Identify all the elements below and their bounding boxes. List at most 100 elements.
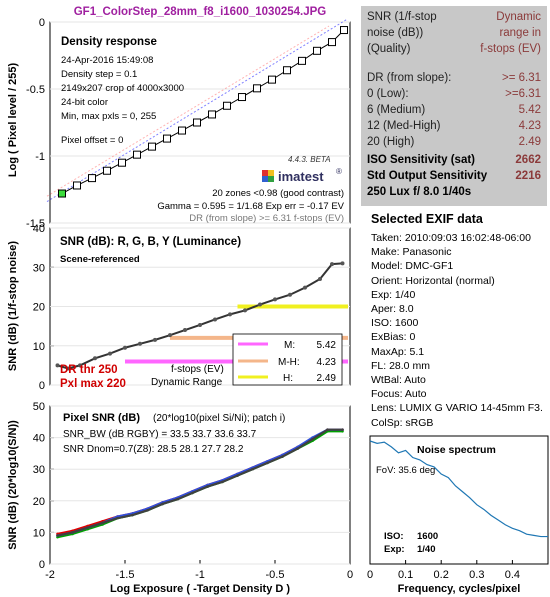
snr-ytick-label: 0 [39,380,45,392]
noise-title: Noise spectrum [417,444,496,456]
density-point [88,174,96,183]
pixel-snr-point-Y [131,513,134,517]
pxl-max-label: Pxl max 220 [60,378,126,390]
dynamic-range-summary: SNR (1/f-stop Dynamic noise (dB)) range … [361,6,547,206]
density-point [208,110,216,119]
pixel-snr-xtick-label: -1 [195,569,205,581]
snr-title: SNR (dB): R, G, B, Y (Luminance) [60,236,241,248]
snr-point [108,351,112,356]
pixel-snr-point-Y [236,474,239,477]
snr-point [303,285,307,290]
dr-thr-label: DR thr 250 [60,364,118,376]
file-title: GF1_ColorStep_28mm_f8_i1600_1030254.JPG [74,6,327,18]
density-point [253,84,261,93]
density-point [268,75,276,84]
legend-title-2: Dynamic Range [151,377,223,388]
pixel-snr-point-Y [146,508,149,512]
pixel-snr-yticks: 50 40 30 20 10 0 [33,401,54,571]
snr-ytick-label: 40 [33,223,45,235]
pixel-snr-point-Y [56,534,59,537]
snr-point [138,341,142,346]
snr-point [78,363,82,368]
exif-line: Exp: 1/40 [371,288,416,301]
pixel-snr-line-2: SNR Dnom=0.7(Z8): 28.5 28.1 27.7 28.2 [63,444,244,455]
exif-line: WtBal: Auto [371,374,426,386]
density-info-5: Min, max pxls = 0, 255 [61,111,156,122]
snr-ylabel: SNR (dB) (1/f-stop noise) [7,241,19,371]
header-right-3: f-stops (EV) [480,43,541,55]
noise-xtick-label: 0.1 [398,569,413,581]
density-ytick-label: -0.5 [26,84,45,96]
snr-ytick-label: 30 [33,262,45,274]
snr-point [228,312,232,317]
exif-line: FL: 28.0 mm [371,359,430,372]
dr-medhigh-value: 4.23 [518,120,541,132]
pixel-snr-point-Y [281,455,284,458]
logo-text: imatest [278,169,324,184]
pixel-snr-point-Y [221,480,224,484]
pixel-snr-point-Y [161,502,164,506]
snr-point [318,277,322,282]
snr-ytick-label: 10 [33,341,45,353]
noise-iso-value: 1600 [417,531,438,542]
density-ytick-label: 0 [39,17,45,29]
pixel-snr-point-Y [266,461,269,465]
exposure-label: 250 Lux f/ 8.0 1/40s [367,186,472,198]
density-panel: Log ( Pixel level / 255) 0 -0.5 -1 -1.5 Den… [7,17,351,230]
noise-exp-label: Exp: [384,544,405,555]
density-note-1: 20 zones <0.98 (good contrast) [212,188,344,199]
dr-high-label: 20 (High) [367,136,415,148]
pixel-snr-point-Y [341,428,344,432]
snr-point [198,322,202,327]
density-title: Density response [61,36,157,48]
density-point [58,189,66,198]
snr-point [330,262,334,267]
pixel-snr-point-Y [191,491,194,495]
noise-spectrum-panel: 0 0.1 0.2 0.3 0.4 Noise spectrum FoV: 35.6 d… [367,435,549,595]
density-grid [50,21,350,224]
iso-sat-value: 2662 [515,154,541,166]
dr-low-label: 0 (Low): [367,88,409,100]
dr-medium-value: 5.42 [518,104,541,116]
dr-slope-value: >= 6.31 [501,72,541,84]
density-marks [46,18,348,202]
snr-point [258,302,262,307]
pixel-snr-point-Y [311,437,314,441]
noise-fov: FoV: 35.6 deg [376,465,435,476]
noise-iso-label: ISO: [384,531,404,542]
snr-point [183,328,187,333]
exif-line: ISO: 1600 [371,317,419,330]
density-info-6: Pixel offset = 0 [61,135,123,146]
pixel-snr-ytick-label: 0 [39,559,45,571]
density-note-3: DR (from slope) >= 6.31 f-stops (EV) [189,213,344,224]
snr-point [66,366,70,371]
pixel-snr-point-Y [296,447,299,450]
snr-point [340,261,345,266]
density-point [133,150,141,159]
pixel-snr-point-Y [251,467,254,471]
density-point [298,56,306,65]
pixel-snr-marks [56,428,344,539]
noise-xtick-label: 0.2 [434,569,449,581]
header-right-1: Dynamic [496,11,541,23]
dr-medhigh-label: 12 (Med-High) [367,120,441,132]
pixel-snr-ytick-label: 50 [33,401,45,413]
snr-ytick-label: 20 [33,302,45,314]
density-ylabel: Log ( Pixel level / 255) [7,63,19,178]
exif-line: Model: DMC-GF1 [371,260,454,273]
density-point [223,101,231,110]
pixel-snr-xtick-label: -1.5 [116,569,135,581]
density-info-1: 24-Apr-2016 15:49:08 [61,55,153,66]
snr-point [288,292,292,297]
density-point [103,166,111,175]
snr-point [153,337,157,342]
imatest-logo: 4.4.3. BETA imatest ® [262,155,342,184]
snr-point [213,317,217,322]
pixel-snr-ytick-label: 10 [33,527,45,539]
snr-point [243,308,247,313]
pixel-snr-xtick-label: -0.5 [266,569,285,581]
pixel-snr-point-Y [206,485,209,488]
pixel-snr-point-Y [116,516,119,520]
pixel-snr-point-Y [86,526,89,529]
exif-line: Orient: Horizontal (normal) [371,274,495,287]
